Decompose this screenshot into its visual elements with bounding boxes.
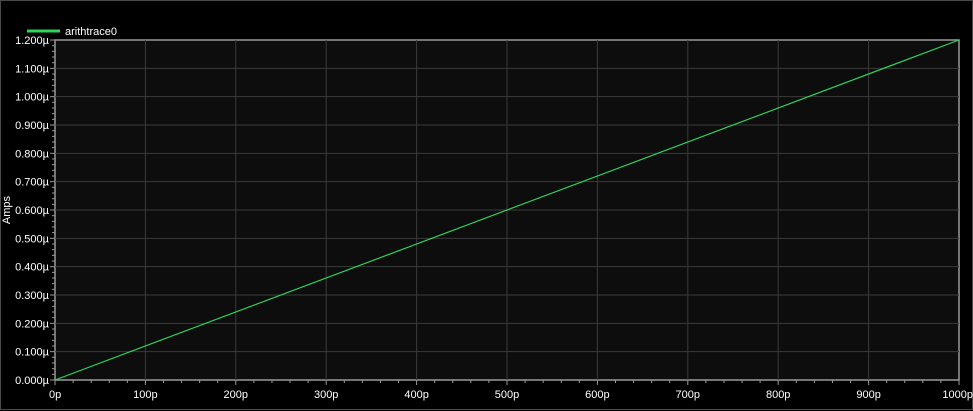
x-tick-label: 800p	[766, 389, 790, 401]
y-tick-label: 0.000µ	[15, 375, 50, 387]
x-tick-label: 900p	[856, 389, 880, 401]
series-line-arithtrace0[interactable]	[54, 39, 960, 381]
x-tick-label: 700p	[676, 389, 700, 401]
x-tick-label: 600p	[585, 389, 609, 401]
x-tick-label: 100p	[133, 389, 157, 401]
x-tick-label: 1000p	[942, 389, 973, 401]
y-tick-label: 1.000µ	[15, 92, 50, 104]
y-tick-label: 0.400µ	[15, 262, 50, 274]
y-axis-label: Amps	[1, 195, 13, 224]
y-axis-tick-labels: 0.000µ 0.100µ 0.200µ 0.300µ 0.400µ 0.500µ 0.60…	[15, 35, 50, 387]
x-tick-label: 300p	[314, 389, 338, 401]
x-tick-label: 0p	[49, 389, 61, 401]
legend-label: arithtrace0	[65, 26, 117, 38]
y-tick-label: 0.500µ	[15, 233, 50, 245]
x-tick-label: 400p	[404, 389, 428, 401]
y-tick-label: 1.100µ	[15, 63, 50, 75]
y-tick-label: 0.300µ	[15, 290, 50, 302]
y-tick-label: 0.600µ	[15, 205, 50, 217]
y-tick-label: 0.200µ	[15, 318, 50, 330]
y-tick-label: 1.200µ	[15, 35, 50, 47]
x-axis-tick-labels: 0p 100p 200p 300p 400p 500p 600p 700p 800p 900p 10…	[49, 389, 973, 401]
y-tick-label: 0.700µ	[15, 177, 50, 189]
y-tick-label: 0.800µ	[15, 148, 50, 160]
x-tick-label: 200p	[224, 389, 248, 401]
y-tick-label: 0.900µ	[15, 120, 50, 132]
legend[interactable]: arithtrace0	[27, 26, 117, 38]
y-tick-label: 0.100µ	[15, 347, 50, 359]
series-layer	[54, 39, 960, 381]
axes	[50, 39, 960, 385]
x-tick-label: 500p	[495, 389, 519, 401]
